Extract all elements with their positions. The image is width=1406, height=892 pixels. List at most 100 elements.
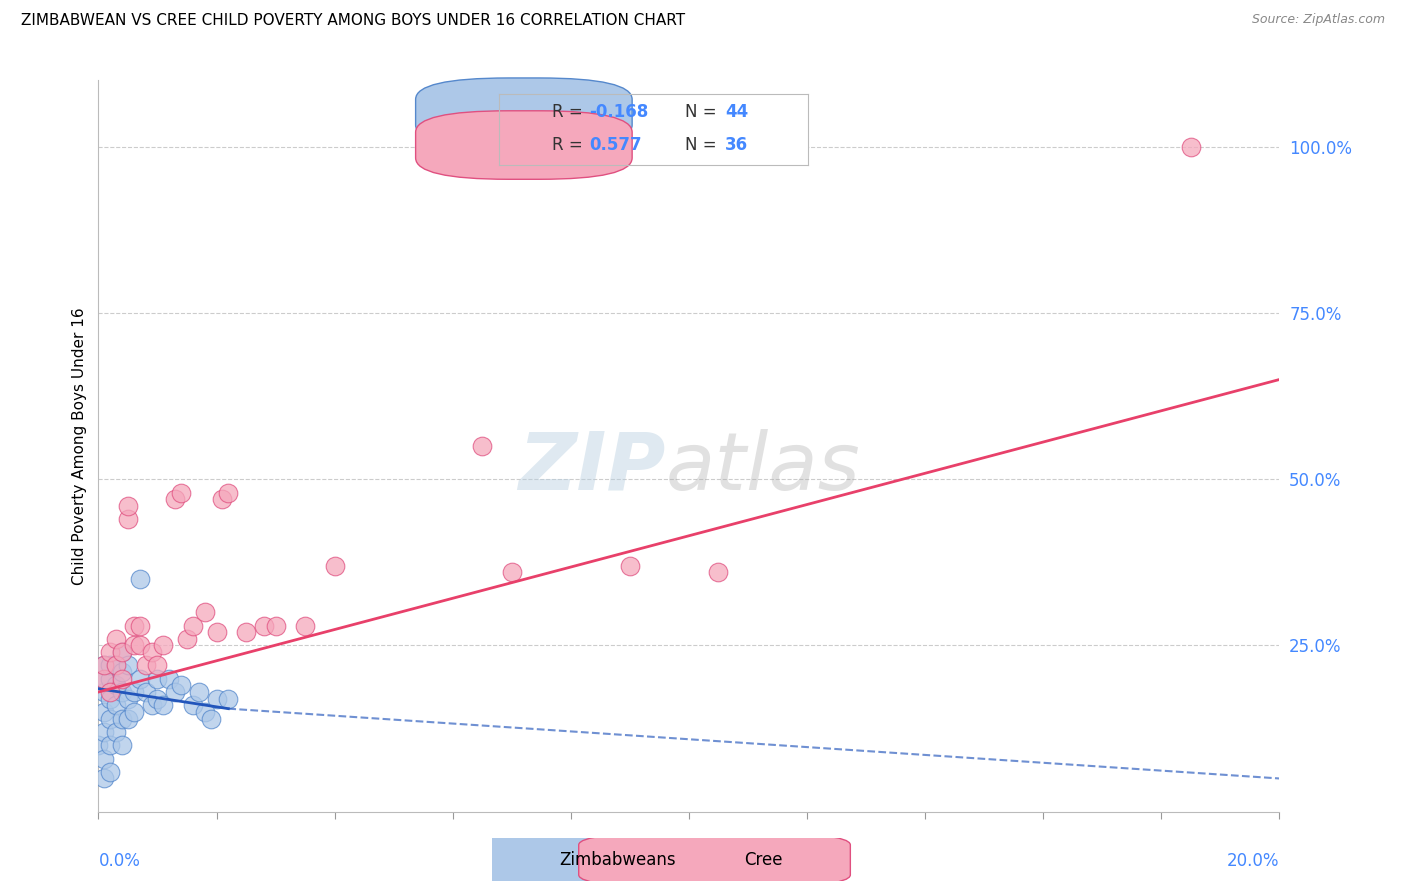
FancyBboxPatch shape <box>416 78 633 146</box>
Point <box>217 485 239 500</box>
Point <box>98 645 121 659</box>
Point <box>98 712 121 726</box>
Text: N =: N = <box>685 136 721 154</box>
Point <box>93 685 115 699</box>
Point <box>187 685 209 699</box>
Point <box>205 691 228 706</box>
Point <box>152 698 174 713</box>
Text: R =: R = <box>551 103 588 121</box>
Text: 44: 44 <box>725 103 748 121</box>
Text: ZIMBABWEAN VS CREE CHILD POVERTY AMONG BOYS UNDER 16 CORRELATION CHART: ZIMBABWEAN VS CREE CHILD POVERTY AMONG B… <box>21 13 685 29</box>
FancyBboxPatch shape <box>416 111 633 179</box>
Point <box>1180 140 1202 154</box>
Point <box>501 566 523 580</box>
Point <box>98 658 121 673</box>
Text: 20.0%: 20.0% <box>1227 852 1279 870</box>
Point <box>128 572 150 586</box>
Point <box>157 672 180 686</box>
Point <box>135 658 157 673</box>
Point <box>323 558 346 573</box>
Point <box>111 645 134 659</box>
FancyBboxPatch shape <box>579 832 851 888</box>
Point <box>98 764 121 779</box>
Text: -0.168: -0.168 <box>589 103 648 121</box>
Point <box>122 639 145 653</box>
Point <box>122 618 145 632</box>
Point <box>122 705 145 719</box>
Point <box>471 439 494 453</box>
Point <box>205 625 228 640</box>
Point <box>170 485 193 500</box>
Point <box>264 618 287 632</box>
Point <box>98 691 121 706</box>
Point <box>128 672 150 686</box>
Point <box>105 678 128 692</box>
Point <box>93 751 115 765</box>
Point <box>619 558 641 573</box>
Point <box>235 625 257 640</box>
Point <box>111 665 134 679</box>
Text: 0.0%: 0.0% <box>98 852 141 870</box>
Point <box>253 618 276 632</box>
Point <box>93 672 115 686</box>
Point <box>111 738 134 752</box>
Point <box>165 685 187 699</box>
Point <box>93 705 115 719</box>
Point <box>128 618 150 632</box>
Text: Cree: Cree <box>744 851 783 869</box>
Point <box>152 639 174 653</box>
Point <box>294 618 316 632</box>
Point <box>181 698 204 713</box>
Point <box>707 566 730 580</box>
Point <box>146 672 169 686</box>
Point <box>200 712 222 726</box>
Point <box>98 685 121 699</box>
Text: 0.577: 0.577 <box>589 136 641 154</box>
Point <box>105 698 128 713</box>
Point <box>111 712 134 726</box>
Point <box>93 672 115 686</box>
Text: 36: 36 <box>725 136 748 154</box>
Point <box>181 618 204 632</box>
Point <box>165 492 187 507</box>
Point <box>98 738 121 752</box>
Point <box>93 658 115 673</box>
Point <box>117 499 139 513</box>
Point <box>117 712 139 726</box>
Text: Source: ZipAtlas.com: Source: ZipAtlas.com <box>1251 13 1385 27</box>
Point <box>93 725 115 739</box>
Text: R =: R = <box>551 136 593 154</box>
Point <box>111 645 134 659</box>
Point <box>98 672 121 686</box>
Point <box>146 658 169 673</box>
Point <box>194 705 217 719</box>
Point <box>128 639 150 653</box>
Point <box>217 691 239 706</box>
Point <box>176 632 198 646</box>
Text: atlas: atlas <box>665 429 860 507</box>
Text: Zimbabweans: Zimbabweans <box>560 851 676 869</box>
Point <box>105 658 128 673</box>
Point <box>194 605 217 619</box>
Point <box>135 685 157 699</box>
Point <box>93 772 115 786</box>
Point <box>87 738 110 752</box>
Point <box>170 678 193 692</box>
Point <box>141 698 163 713</box>
Point <box>141 645 163 659</box>
Point <box>111 672 134 686</box>
FancyBboxPatch shape <box>394 832 665 888</box>
Point <box>117 512 139 526</box>
Point <box>146 691 169 706</box>
Point <box>117 691 139 706</box>
Point <box>105 632 128 646</box>
Point <box>211 492 233 507</box>
Point <box>93 658 115 673</box>
Text: N =: N = <box>685 103 721 121</box>
Point <box>117 658 139 673</box>
Text: ZIP: ZIP <box>517 429 665 507</box>
Point <box>122 685 145 699</box>
Point <box>105 658 128 673</box>
Point <box>105 725 128 739</box>
Y-axis label: Child Poverty Among Boys Under 16: Child Poverty Among Boys Under 16 <box>72 307 87 585</box>
